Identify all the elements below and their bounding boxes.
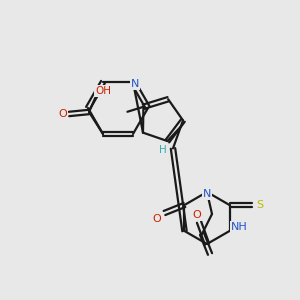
Text: OH: OH — [95, 86, 111, 96]
Text: O: O — [193, 210, 201, 220]
Text: O: O — [152, 214, 161, 224]
Text: NH: NH — [231, 222, 248, 232]
Text: N: N — [131, 79, 139, 89]
Text: H: H — [159, 146, 167, 155]
Text: O: O — [58, 109, 68, 119]
Text: N: N — [203, 189, 211, 199]
Text: S: S — [256, 200, 263, 210]
